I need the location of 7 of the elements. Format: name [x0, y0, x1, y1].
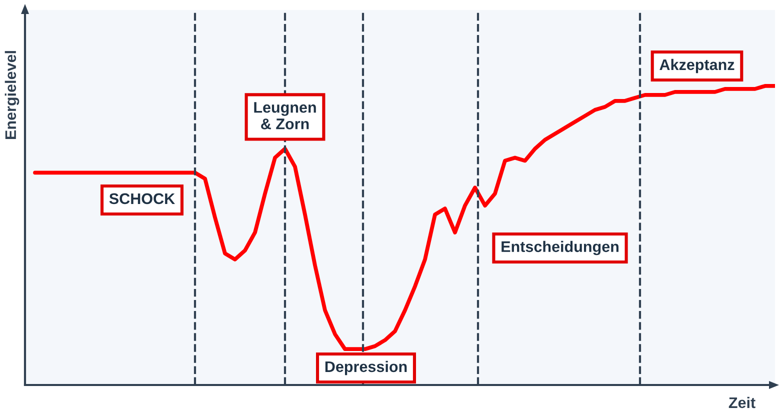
- annotation: Entscheidungen: [502, 240, 618, 256]
- annotation: Leugnen & Zorn: [254, 102, 316, 130]
- x-axis-title: Zeit: [728, 396, 756, 408]
- y-axis-title: Energielevel: [4, 51, 20, 139]
- annotation: Depression: [325, 360, 407, 376]
- text: Akzeptanz: [660, 58, 734, 74]
- annotation: SCHOCK: [109, 193, 175, 204]
